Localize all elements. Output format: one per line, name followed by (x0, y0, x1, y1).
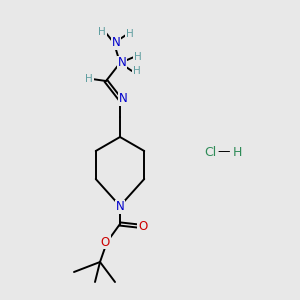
Text: N: N (112, 37, 120, 50)
Text: H: H (98, 27, 106, 37)
Text: H: H (134, 52, 142, 62)
Text: N: N (116, 200, 124, 214)
Text: Cl: Cl (204, 146, 216, 158)
Text: H: H (126, 29, 134, 39)
Text: H: H (232, 146, 242, 158)
Text: O: O (100, 236, 109, 248)
Text: N: N (118, 92, 127, 106)
Text: N: N (118, 56, 126, 70)
Text: H: H (133, 66, 141, 76)
Text: —: — (218, 146, 230, 158)
Text: O: O (138, 220, 148, 232)
Text: H: H (85, 74, 93, 84)
